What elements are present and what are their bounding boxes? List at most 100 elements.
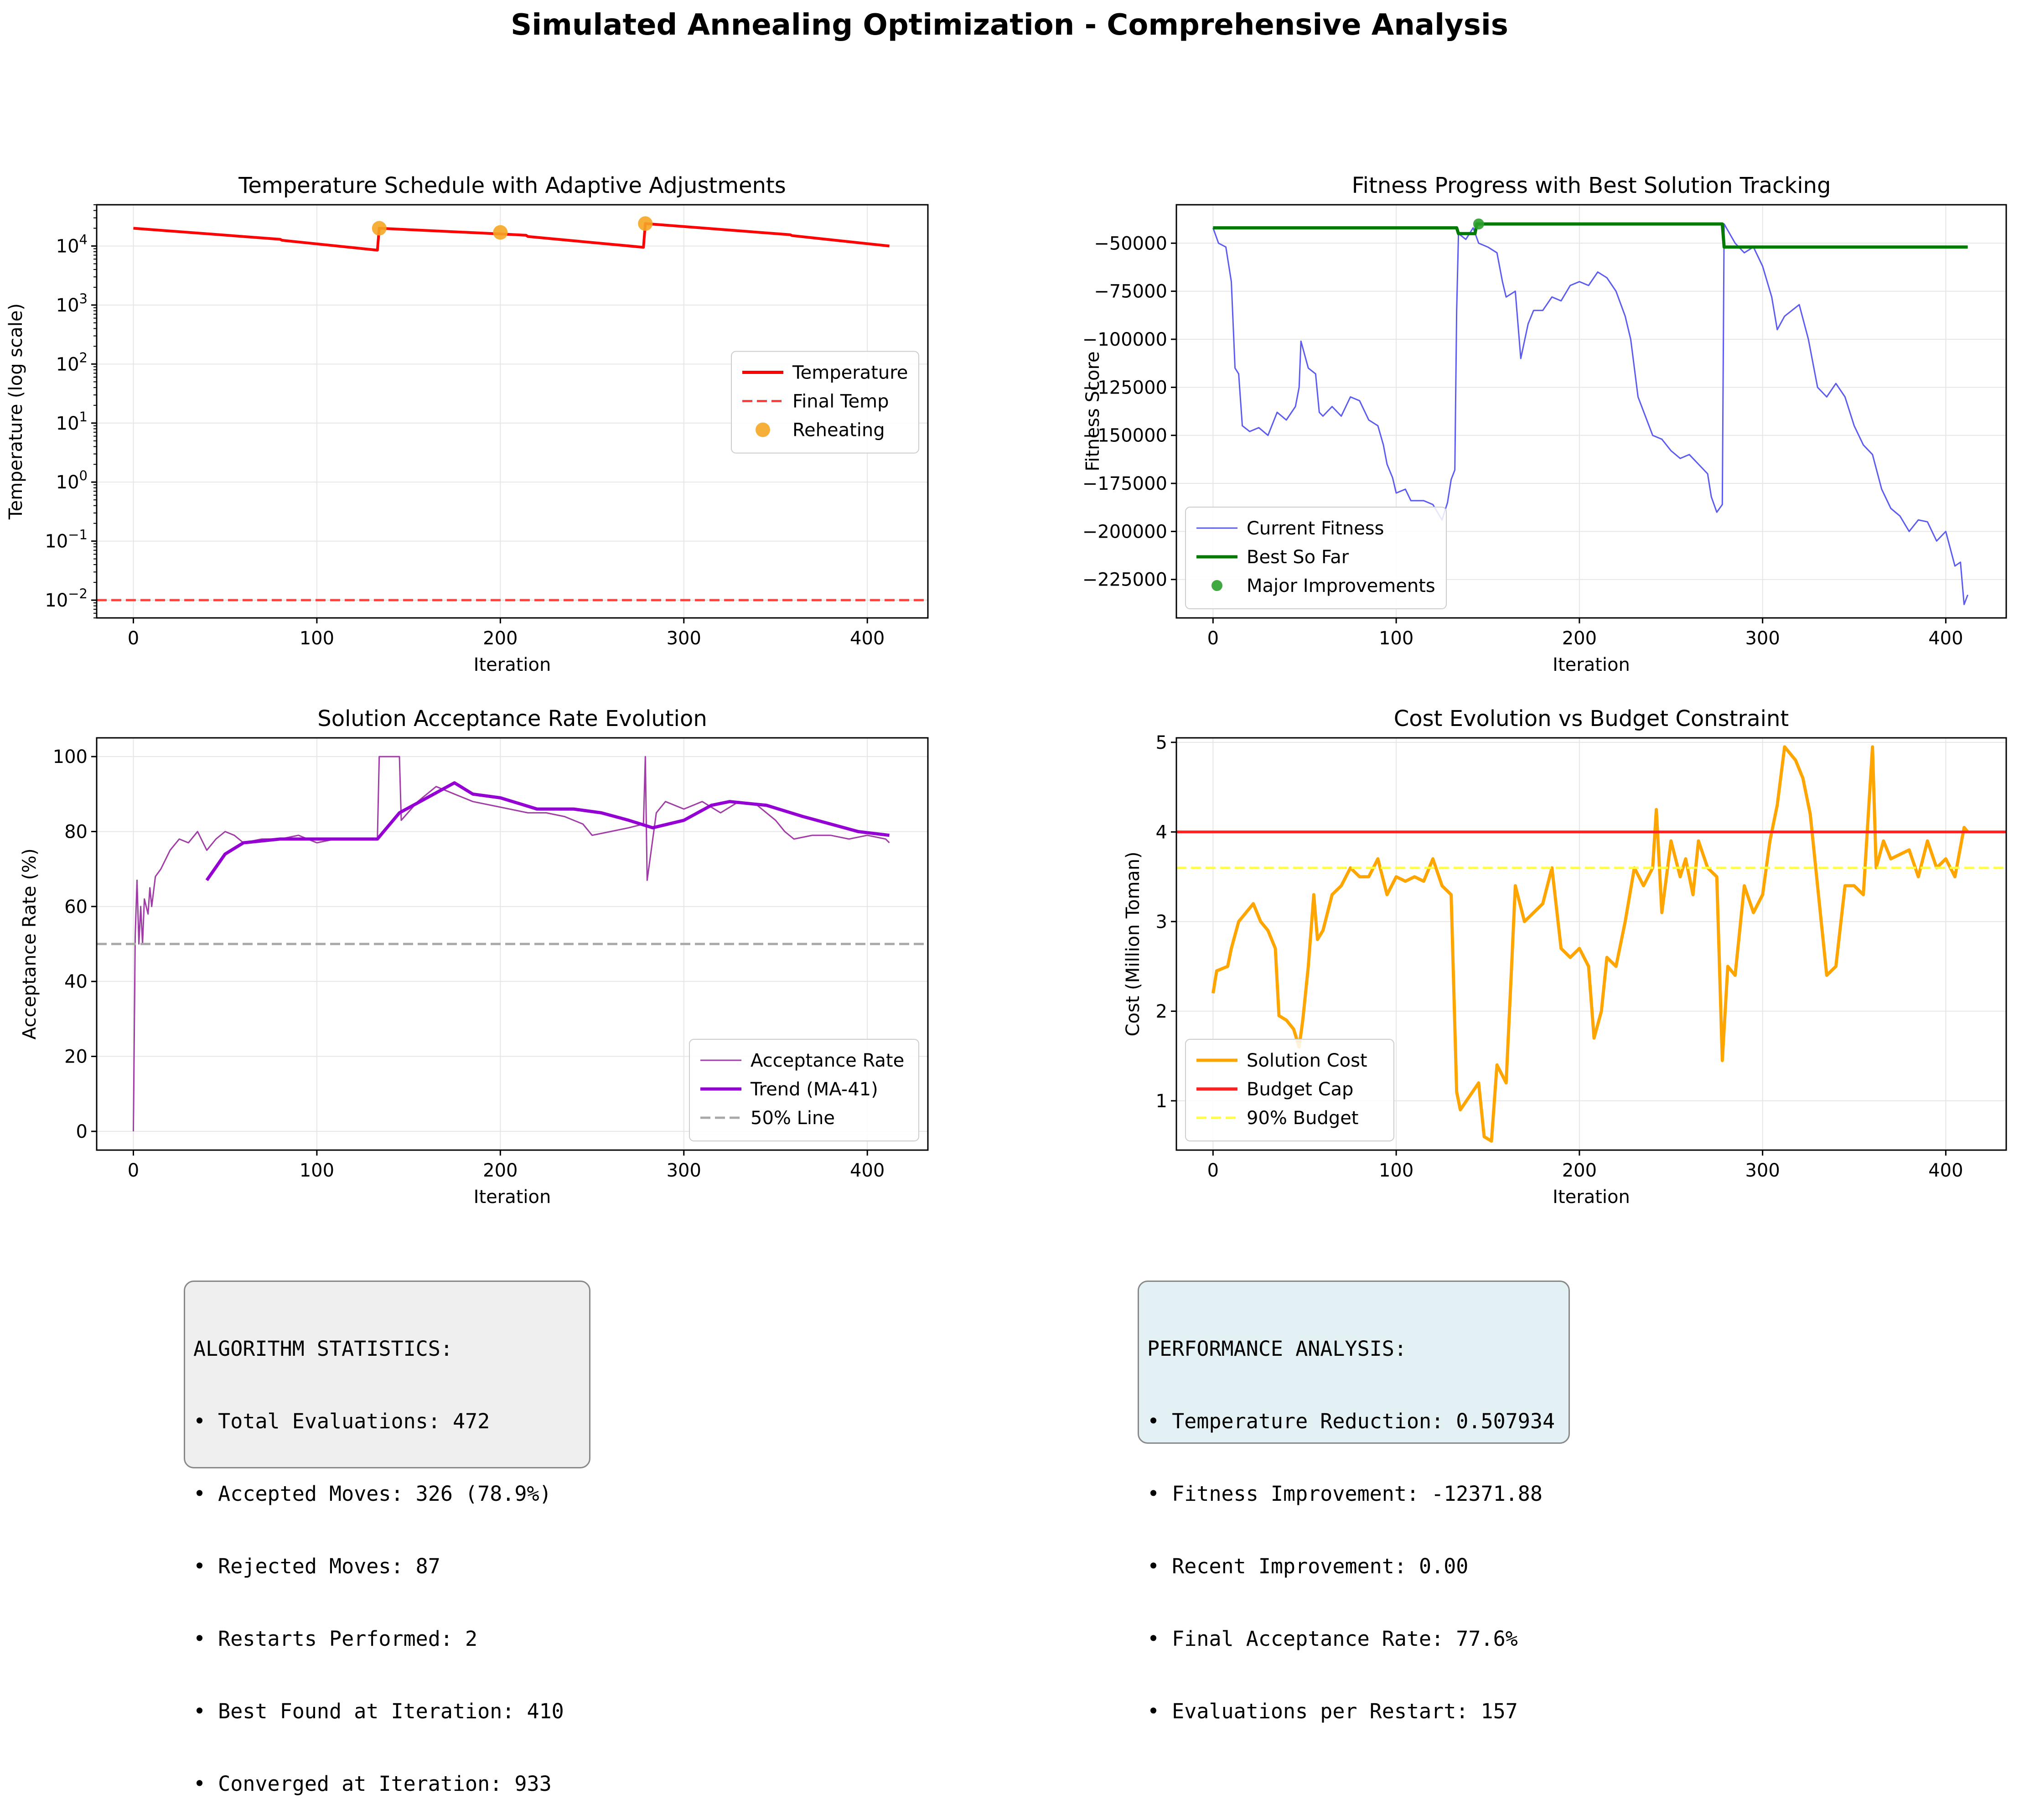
series-line-0: [1212, 223, 1969, 605]
legend-box: [1185, 507, 1447, 609]
panel-title: Solution Acceptance Rate Evolution: [317, 706, 707, 731]
legend: Current Fitness Best So Far Major Improvem…: [1185, 507, 1447, 609]
legend-label-1: Budget Cap: [1247, 1079, 1353, 1100]
legend-box: [689, 1039, 919, 1141]
y-tick-label: 103: [56, 291, 88, 316]
x-tick-label: 0: [1207, 1160, 1219, 1181]
y-tick-exponent: 1: [79, 409, 88, 425]
y-tick-label: −75000: [1094, 281, 1167, 302]
y-tick-label: −150000: [1082, 425, 1167, 446]
y-tick-label: 5: [1156, 732, 1167, 753]
x-tick-label: 200: [483, 1160, 518, 1181]
y-tick-label: 101: [56, 409, 88, 434]
stats-left-line-2: • Accepted Moves: 326 (78.9%): [193, 1482, 552, 1506]
y-tick-exponent: 4: [79, 232, 88, 247]
legend-box: [731, 351, 919, 454]
chart-panel-1: 0 100 200 300 400 −50000 −75000 −100000 −125000 −…: [1082, 173, 2007, 675]
y-tick-label: 4: [1156, 822, 1167, 843]
series-group: [97, 756, 928, 1131]
y-tick-base: 10: [45, 590, 68, 611]
stats-right-line-5: • Evaluations per Restart: 157: [1147, 1699, 1518, 1723]
series-group: [1212, 218, 1969, 605]
y-tick-label: 100: [53, 747, 88, 767]
stats-left-line-4: • Restarts Performed: 2: [193, 1627, 478, 1651]
plot-frame: [96, 204, 929, 619]
x-axis-label: Iteration: [474, 1187, 551, 1208]
legend-label-0: Acceptance Rate: [751, 1050, 904, 1071]
panel-title: Cost Evolution vs Budget Constraint: [1394, 706, 1789, 731]
y-tick-label: 60: [64, 897, 88, 918]
x-tick-label: 100: [300, 628, 334, 649]
x-tick-label: 400: [850, 1160, 885, 1181]
y-tick-label: 10−2: [45, 586, 88, 611]
y-tick-label: −225000: [1082, 570, 1167, 591]
stats-right-line-3: • Recent Improvement: 0.00: [1147, 1554, 1469, 1578]
legend-label-2: 50% Line: [751, 1108, 835, 1129]
series-line-0: [133, 222, 890, 252]
series-point-2: [1473, 218, 1484, 230]
stats-left-line-0: ALGORITHM STATISTICS:: [193, 1337, 453, 1361]
y-tick-label: −175000: [1082, 473, 1167, 494]
chart-panel-3: 0 100 200 300 400 1 2 3 4 5 Cost Evolution vs Budg…: [1123, 706, 2007, 1208]
series-line-1: [205, 781, 890, 881]
stats-right-line-4: • Final Acceptance Rate: 77.6%: [1147, 1627, 1518, 1651]
chart-panel-0: 0 100 200 300 40010410310210110010−110−2Temp…: [5, 173, 929, 675]
y-tick-base: 10: [56, 236, 79, 257]
figure-title: Simulated Annealing Optimization - Compr…: [511, 8, 1508, 42]
y-tick-base: 10: [56, 354, 79, 375]
legend-label-1: Best So Far: [1247, 547, 1349, 568]
x-tick-label: 400: [1928, 1160, 1963, 1181]
y-axis-label: Temperature (log scale): [5, 303, 26, 520]
y-tick-label: 10−1: [45, 527, 88, 552]
y-tick-label: −100000: [1082, 329, 1167, 350]
plot-frame: [96, 737, 929, 1151]
legend: Temperature Final Temp Reheating: [731, 351, 919, 454]
legend-marker-2: [1211, 580, 1222, 591]
x-tick-label: 200: [483, 628, 518, 649]
legend-label-2: 90% Budget: [1247, 1108, 1359, 1129]
y-tick-base: 10: [45, 531, 68, 552]
y-axis-label: Cost (Million Toman): [1123, 851, 1144, 1036]
x-axis-label: Iteration: [474, 654, 551, 675]
x-tick-label: 100: [1379, 628, 1413, 649]
legend-label-2: Major Improvements: [1247, 576, 1435, 596]
series-line-0: [1211, 745, 1969, 1143]
x-tick-label: 0: [128, 1160, 139, 1181]
legend-label-1: Final Temp: [792, 391, 889, 412]
x-tick-label: 300: [1745, 628, 1780, 649]
y-tick-label: 0: [76, 1121, 88, 1142]
y-tick-label: 3: [1156, 912, 1167, 933]
x-tick-label: 200: [1562, 628, 1597, 649]
series-group: [1176, 745, 2006, 1143]
y-tick-exponent: 2: [79, 350, 88, 365]
plot-frame: [1175, 204, 2007, 619]
panel-title: Temperature Schedule with Adaptive Adjus…: [238, 173, 786, 198]
y-tick-label: 1: [1156, 1091, 1167, 1112]
y-tick-label: 104: [56, 232, 88, 257]
y-tick-label: 20: [64, 1047, 88, 1068]
legend-label-0: Temperature: [792, 363, 908, 384]
y-tick-label: 40: [64, 971, 88, 992]
legend-box: [1185, 1039, 1394, 1141]
legend-label-1: Trend (MA-41): [750, 1079, 878, 1100]
stats-right-line-0: PERFORMANCE ANALYSIS:: [1147, 1337, 1407, 1361]
y-tick-exponent: 3: [79, 291, 88, 306]
series-point-2: [638, 216, 653, 231]
y-tick-label: 2: [1156, 1001, 1167, 1022]
performance-analysis-box: PERFORMANCE ANALYSIS: • Temperature Redu…: [1138, 1281, 1570, 1723]
legend-label-0: Solution Cost: [1247, 1050, 1367, 1071]
x-tick-label: 200: [1562, 1160, 1597, 1181]
y-tick-label: 100: [56, 468, 88, 493]
stats-right-line-1: • Temperature Reduction: 0.507934: [1147, 1409, 1555, 1433]
algorithm-statistics-box: ALGORITHM STATISTICS: • Total Evaluation…: [184, 1281, 590, 1796]
series-point-2: [372, 221, 387, 236]
x-tick-label: 400: [1928, 628, 1963, 649]
panel-title: Fitness Progress with Best Solution Trac…: [1352, 173, 1831, 198]
series-line-1: [1213, 222, 1968, 249]
legend-label-0: Current Fitness: [1247, 518, 1384, 539]
stats-left-line-3: • Rejected Moves: 87: [193, 1554, 440, 1578]
y-tick-base: 10: [56, 413, 79, 434]
y-tick-label: −200000: [1082, 521, 1167, 542]
y-tick-exponent: −2: [68, 586, 88, 601]
y-tick-label: −50000: [1094, 233, 1167, 254]
